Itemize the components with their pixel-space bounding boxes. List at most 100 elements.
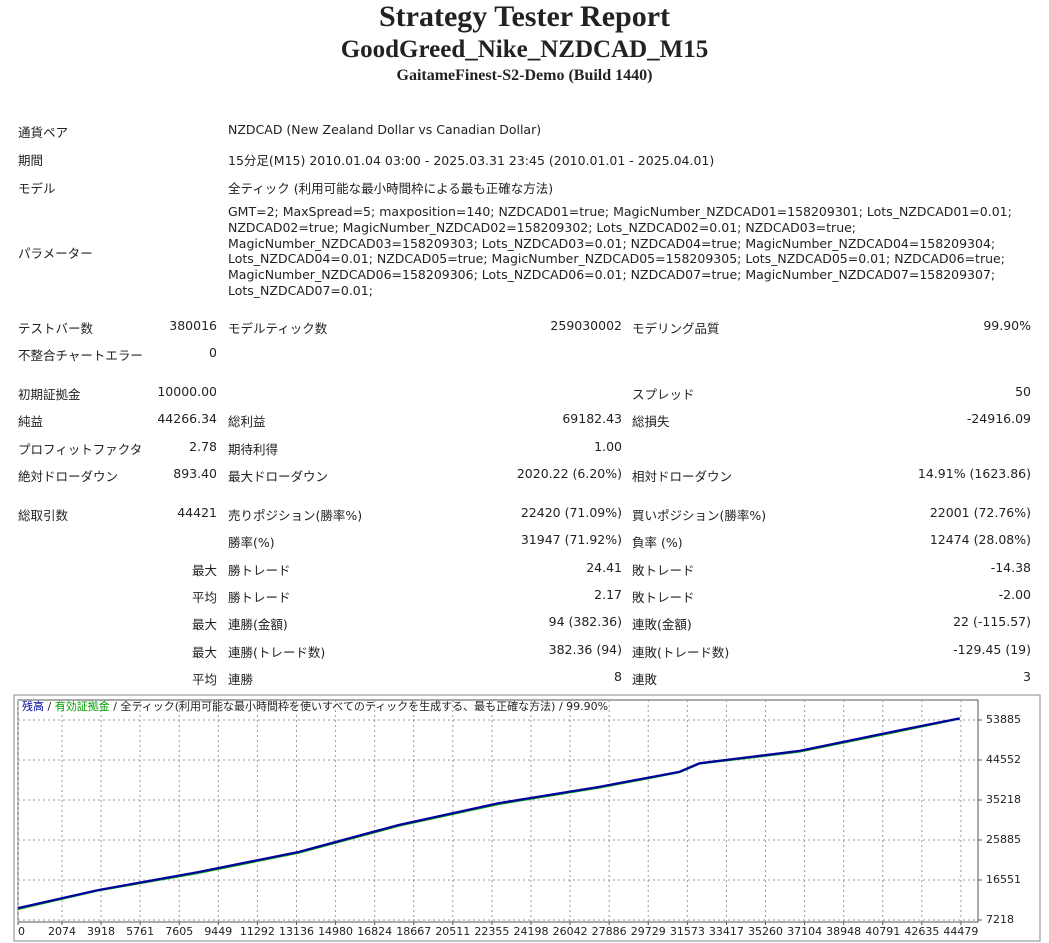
x-tick-label: 31573 bbox=[670, 925, 705, 938]
stat-label: モデルティック数 bbox=[228, 321, 328, 336]
stat-value: 最大 bbox=[191, 644, 217, 660]
stat-label: 勝率(%) bbox=[228, 535, 275, 551]
stat-label: 買いポジション(勝率%) bbox=[632, 508, 767, 523]
x-tick-label: 18667 bbox=[396, 925, 431, 938]
x-tick-label: 44479 bbox=[943, 925, 978, 938]
stat-value: 最大 bbox=[191, 562, 217, 578]
stat-value: -129.45 (19) bbox=[953, 641, 1031, 657]
info-label: 通貨ペア bbox=[18, 125, 69, 140]
series-line bbox=[17, 718, 960, 910]
info-value: MagicNumber_NZDCAD06=158209306; Lots_NZD… bbox=[228, 267, 996, 283]
info-value: NZDCAD02=true; MagicNumber_NZDCAD02=1582… bbox=[228, 219, 857, 235]
info-label: 期間 bbox=[18, 153, 44, 168]
report-subtitle: GoodGreed_Nike_NZDCAD_M15 bbox=[340, 36, 709, 63]
stat-value: 380016 bbox=[169, 318, 217, 333]
x-tick-label: 33417 bbox=[709, 925, 744, 938]
stat-label: 初期証拠金 bbox=[18, 387, 81, 402]
stat-label: 敗トレード bbox=[632, 589, 695, 605]
x-tick-label: 24198 bbox=[513, 925, 548, 938]
info-value: Lots_NZDCAD04=0.01; NZDCAD05=true; Magic… bbox=[228, 251, 1005, 267]
stat-label: 連勝(金額) bbox=[228, 617, 288, 633]
x-tick-label: 35260 bbox=[748, 925, 783, 938]
stat-label: プロフィットファクタ bbox=[18, 441, 143, 457]
x-tick-label: 14980 bbox=[318, 925, 353, 938]
stat-value: 31947 (71.92%) bbox=[520, 532, 622, 548]
x-tick-label: 37104 bbox=[787, 925, 822, 938]
stat-label: 負率 (%) bbox=[632, 535, 683, 551]
stat-label: 最大ドローダウン bbox=[228, 468, 329, 484]
x-tick-label: 0 bbox=[18, 925, 25, 938]
stat-label: 勝トレード bbox=[228, 589, 291, 605]
stat-value: 2.17 bbox=[594, 586, 622, 602]
x-tick-label: 9449 bbox=[204, 925, 232, 938]
stat-label: 不整合チャートエラー bbox=[18, 348, 143, 364]
x-tick-label: 20511 bbox=[435, 925, 470, 938]
stat-value: 99.90% bbox=[983, 318, 1031, 333]
series-line bbox=[17, 717, 960, 910]
stat-value: 8 bbox=[614, 668, 622, 684]
stat-label: 連敗 bbox=[632, 671, 658, 687]
info-value: NZDCAD (New Zealand Dollar vs Canadian D… bbox=[228, 122, 542, 137]
stat-value: 893.40 bbox=[173, 465, 217, 481]
info-value: GMT=2; MaxSpread=5; maxposition=140; NZD… bbox=[228, 204, 1012, 219]
stat-value: 259030002 bbox=[550, 318, 622, 333]
y-tick-label: 53885 bbox=[986, 713, 1021, 726]
report-title: Strategy Tester Report bbox=[378, 0, 671, 33]
chart-note: / 全ティック(利用可能な最小時間枠を使いすべてのティックを生成する、最も正確な… bbox=[113, 699, 608, 713]
stat-value: 最大 bbox=[191, 617, 217, 633]
x-tick-label: 13136 bbox=[279, 925, 314, 938]
stat-label: 連勝 bbox=[228, 671, 254, 687]
stat-label: 連勝(トレード数) bbox=[228, 644, 326, 660]
stat-value: 22 (-115.57) bbox=[953, 614, 1031, 630]
x-tick-label: 16824 bbox=[357, 925, 392, 938]
stat-value: 平均 bbox=[191, 589, 217, 605]
stat-label: 総利益 bbox=[228, 414, 266, 430]
legend: 残高 / 有効証拠金 / 全ティック(利用可能な最小時間枠を使いすべてのティック… bbox=[22, 699, 608, 713]
chart: 7218 16551 25885 35218 44552 53885 0 2074 3918 57… bbox=[13, 694, 1041, 942]
stat-value: 69182.43 bbox=[562, 411, 622, 427]
stat-label: 相対ドローダウン bbox=[632, 468, 733, 484]
x-tick-label: 40791 bbox=[865, 925, 900, 938]
stat-label: 売りポジション(勝率%) bbox=[228, 508, 363, 523]
info-label: モデル bbox=[18, 181, 56, 196]
plot-area bbox=[17, 699, 979, 923]
x-tick-label: 38948 bbox=[826, 925, 861, 938]
stat-value: 2020.22 (6.20%) bbox=[516, 465, 622, 481]
stat-label: 連敗(トレード数) bbox=[632, 644, 730, 660]
stat-label: 総損失 bbox=[632, 414, 670, 430]
x-tick-label: 26042 bbox=[553, 925, 588, 938]
info-value: MagicNumber_NZDCAD03=158209303; Lots_NZD… bbox=[228, 235, 996, 251]
stat-label: 純益 bbox=[18, 414, 44, 430]
x-tick-label: 42635 bbox=[904, 925, 939, 938]
stat-label: 連敗(金額) bbox=[632, 617, 692, 633]
x-tick-label: 2074 bbox=[48, 925, 76, 938]
info-value: 全ティック (利用可能な最小時間枠による最も正確な方法) bbox=[228, 181, 554, 196]
x-tick-label: 27886 bbox=[592, 925, 627, 938]
x-tick-label: 22355 bbox=[474, 925, 509, 938]
stat-value: 1.00 bbox=[594, 438, 622, 454]
y-tick-label: 35218 bbox=[986, 793, 1021, 806]
stat-label: 総取引数 bbox=[18, 508, 69, 523]
stat-value: 44266.34 bbox=[157, 411, 217, 427]
x-tick-label: 5761 bbox=[126, 925, 154, 938]
legend-entry: 残高 bbox=[22, 699, 44, 713]
stat-value: 0 bbox=[209, 345, 217, 361]
stat-label: 勝トレード bbox=[228, 562, 291, 578]
stat-value: -2.00 bbox=[998, 586, 1031, 602]
y-tick-label: 16551 bbox=[986, 873, 1021, 886]
stat-label: 絶対ドローダウン bbox=[18, 468, 119, 484]
stat-value: -24916.09 bbox=[966, 411, 1031, 427]
y-tick-label: 44552 bbox=[986, 753, 1021, 766]
stat-value: 2.78 bbox=[189, 438, 217, 454]
stat-value: -14.38 bbox=[990, 559, 1031, 575]
y-tick-label: 7218 bbox=[986, 913, 1014, 926]
x-tick-label: 3918 bbox=[87, 925, 115, 938]
stat-value: 10000.00 bbox=[157, 384, 217, 399]
info-value: Lots_NZDCAD07=0.01; bbox=[228, 283, 373, 298]
stat-label: テストバー数 bbox=[18, 321, 94, 336]
stat-label: 期待利得 bbox=[228, 441, 279, 457]
info-label: パラメーター bbox=[18, 246, 93, 262]
stat-value: 50 bbox=[1015, 384, 1031, 399]
stat-value: 94 (382.36) bbox=[548, 614, 622, 630]
